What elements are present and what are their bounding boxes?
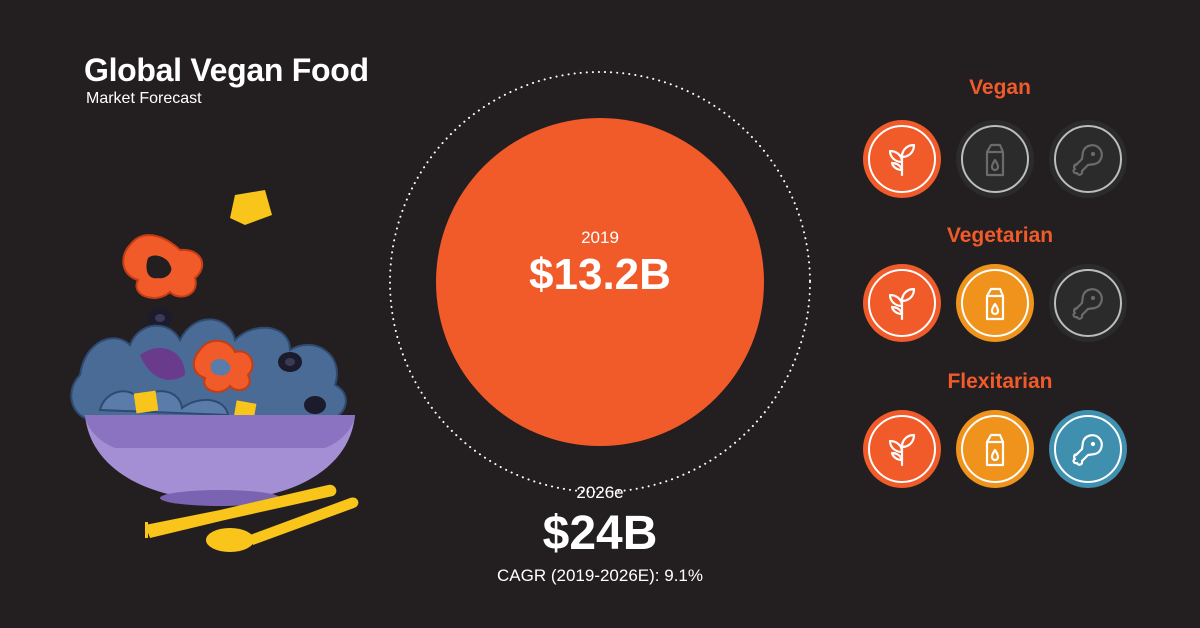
current-market-circle — [436, 118, 764, 446]
forecast-value: $24B — [542, 507, 658, 560]
badge-ring — [961, 415, 1029, 483]
diet-label-flexitarian: Flexitarian — [947, 370, 1053, 393]
vegan-plant-badge — [863, 120, 941, 198]
vegan-milk-carton-badge — [956, 120, 1034, 198]
page-title: Global Vegan Food — [84, 52, 369, 88]
badge-ring — [1054, 269, 1122, 337]
current-value: $13.2B — [529, 250, 671, 299]
cagr-text: CAGR (2019-2026E): 9.1% — [497, 566, 703, 585]
fork — [145, 484, 337, 538]
forecast-year: 2026e — [576, 483, 624, 502]
vegan-chicken-leg-badge — [1049, 120, 1127, 198]
badge-ring — [1054, 125, 1122, 193]
diet-label-vegetarian: Vegetarian — [946, 224, 1054, 247]
spoon — [206, 497, 359, 552]
badge-ring — [868, 269, 936, 337]
flexitarian-milk-carton-badge — [956, 410, 1034, 488]
badge-ring — [1054, 415, 1122, 483]
forecast-dotted-circle — [389, 71, 811, 493]
salad-bowl-illustration — [70, 190, 359, 552]
flexitarian-plant-badge — [863, 410, 941, 488]
vegetarian-chicken-leg-badge — [1049, 264, 1127, 342]
vegetarian-plant-badge — [863, 264, 941, 342]
badge-ring — [868, 125, 936, 193]
vegetarian-milk-carton-badge — [956, 264, 1034, 342]
diet-label-vegan: Vegan — [969, 76, 1031, 99]
badge-ring — [961, 125, 1029, 193]
page-subtitle: Market Forecast — [86, 90, 202, 107]
badge-ring — [961, 269, 1029, 337]
flexitarian-chicken-leg-badge — [1049, 410, 1127, 488]
badge-ring — [868, 415, 936, 483]
cheese-cube — [230, 190, 272, 225]
onion-slice — [140, 347, 185, 380]
current-year: 2019 — [581, 228, 619, 247]
